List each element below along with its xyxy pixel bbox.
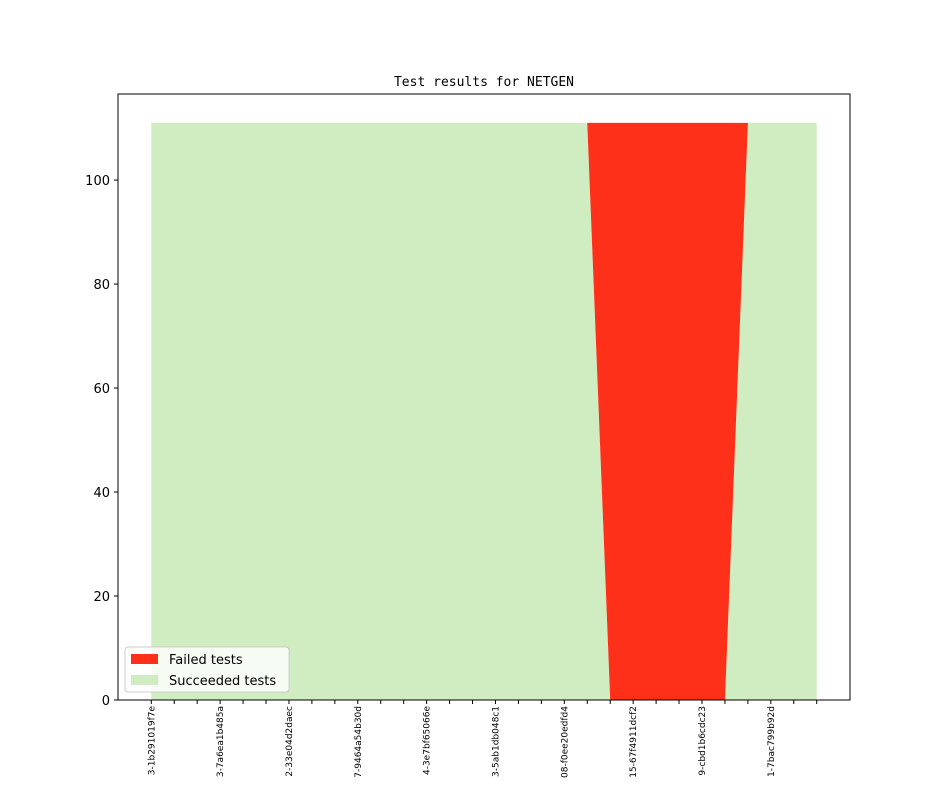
x-tick-label: 9-cbd1b6cdc23 bbox=[698, 706, 708, 776]
x-tick-label: 3-7a6ea1b485a bbox=[216, 706, 226, 777]
legend-box bbox=[124, 646, 290, 693]
legend-swatch bbox=[131, 654, 158, 664]
area bbox=[151, 122, 817, 701]
y-tick-label: 0 bbox=[102, 694, 110, 709]
x-tick-label: 4-3e7bf65066e bbox=[423, 706, 433, 775]
y-tick-label: 40 bbox=[93, 486, 110, 501]
x-tick-label: 3-1b291019f7e bbox=[147, 706, 157, 776]
y-tick-label: 20 bbox=[93, 590, 110, 605]
x-tick-label: 7-9464a54b30d bbox=[354, 706, 364, 778]
y-tick-label: 80 bbox=[93, 278, 110, 293]
legend-label: Failed tests bbox=[169, 653, 243, 668]
area bbox=[151, 122, 817, 701]
x-tick-label: 15-67f4911dcf2 bbox=[629, 706, 639, 778]
x-tick-label: 2-33e04d2daec bbox=[285, 706, 295, 777]
legend-label: Succeeded tests bbox=[169, 674, 276, 689]
x-tick-label: 1-7bac799b92d bbox=[767, 706, 777, 777]
legend: Failed tests Succeeded tests bbox=[124, 646, 290, 693]
x-tick-label: 08-f0ee20edfd4 bbox=[560, 706, 570, 778]
y-tick-label: 100 bbox=[85, 174, 110, 189]
y-tick-label: 60 bbox=[93, 382, 110, 397]
chart-title: Test results for NETGEN bbox=[394, 75, 574, 90]
legend-swatch bbox=[131, 675, 158, 685]
axes-frame bbox=[117, 93, 851, 701]
x-tick-label: 3-5ab1db048c1 bbox=[491, 706, 501, 777]
